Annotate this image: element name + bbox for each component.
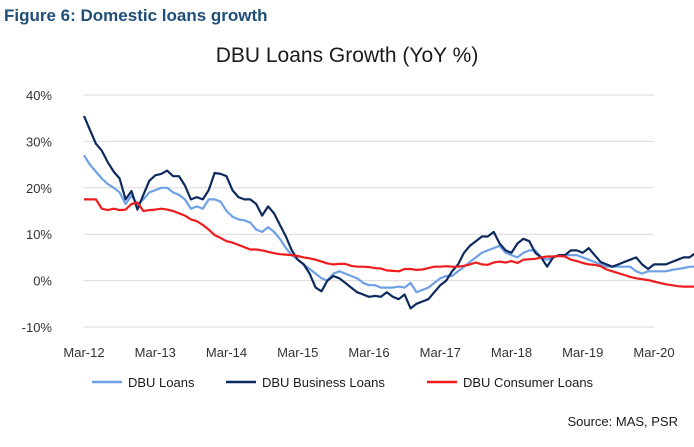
- figure-heading: Figure 6: Domestic loans growth: [4, 6, 268, 25]
- x-tick-label: Mar-17: [420, 345, 461, 360]
- x-tick-label: Mar-12: [63, 345, 104, 360]
- legend-label: DBU Loans: [128, 375, 195, 390]
- legend-label: DBU Business Loans: [262, 375, 385, 390]
- y-tick-label: 30%: [26, 134, 52, 149]
- y-tick-label: 20%: [26, 181, 52, 196]
- y-tick-label: 40%: [26, 88, 52, 103]
- legend: DBU Loans DBU Business Loans DBU Consumer …: [92, 375, 594, 390]
- x-tick-label: Mar-19: [562, 345, 603, 360]
- series-line-dbu-consumer-loans: [84, 198, 694, 288]
- series-line-dbu-business-loans: [82, 115, 694, 310]
- x-tick-label: Mar-16: [348, 345, 389, 360]
- series-lines: [82, 115, 694, 310]
- y-axis-ticks: -10% 0% 10% 20% 30% 40%: [22, 88, 53, 335]
- chart-title: DBU Loans Growth (YoY %): [215, 44, 479, 67]
- gridlines: [84, 94, 654, 328]
- x-tick-label: Mar-18: [491, 345, 532, 360]
- y-tick-label: -10%: [22, 320, 53, 335]
- y-tick-label: 0%: [33, 274, 52, 289]
- x-tick-label: Mar-20: [633, 345, 674, 360]
- x-tick-label: Mar-14: [206, 345, 247, 360]
- legend-label: DBU Consumer Loans: [463, 375, 594, 390]
- x-axis-ticks: Mar-12 Mar-13 Mar-14 Mar-15 Mar-16 Mar-17 Mar-…: [63, 345, 674, 360]
- x-tick-label: Mar-13: [135, 345, 176, 360]
- y-tick-label: 10%: [26, 227, 52, 242]
- x-tick-label: Mar-15: [277, 345, 318, 360]
- source-note: Source: MAS, PSR: [567, 414, 678, 429]
